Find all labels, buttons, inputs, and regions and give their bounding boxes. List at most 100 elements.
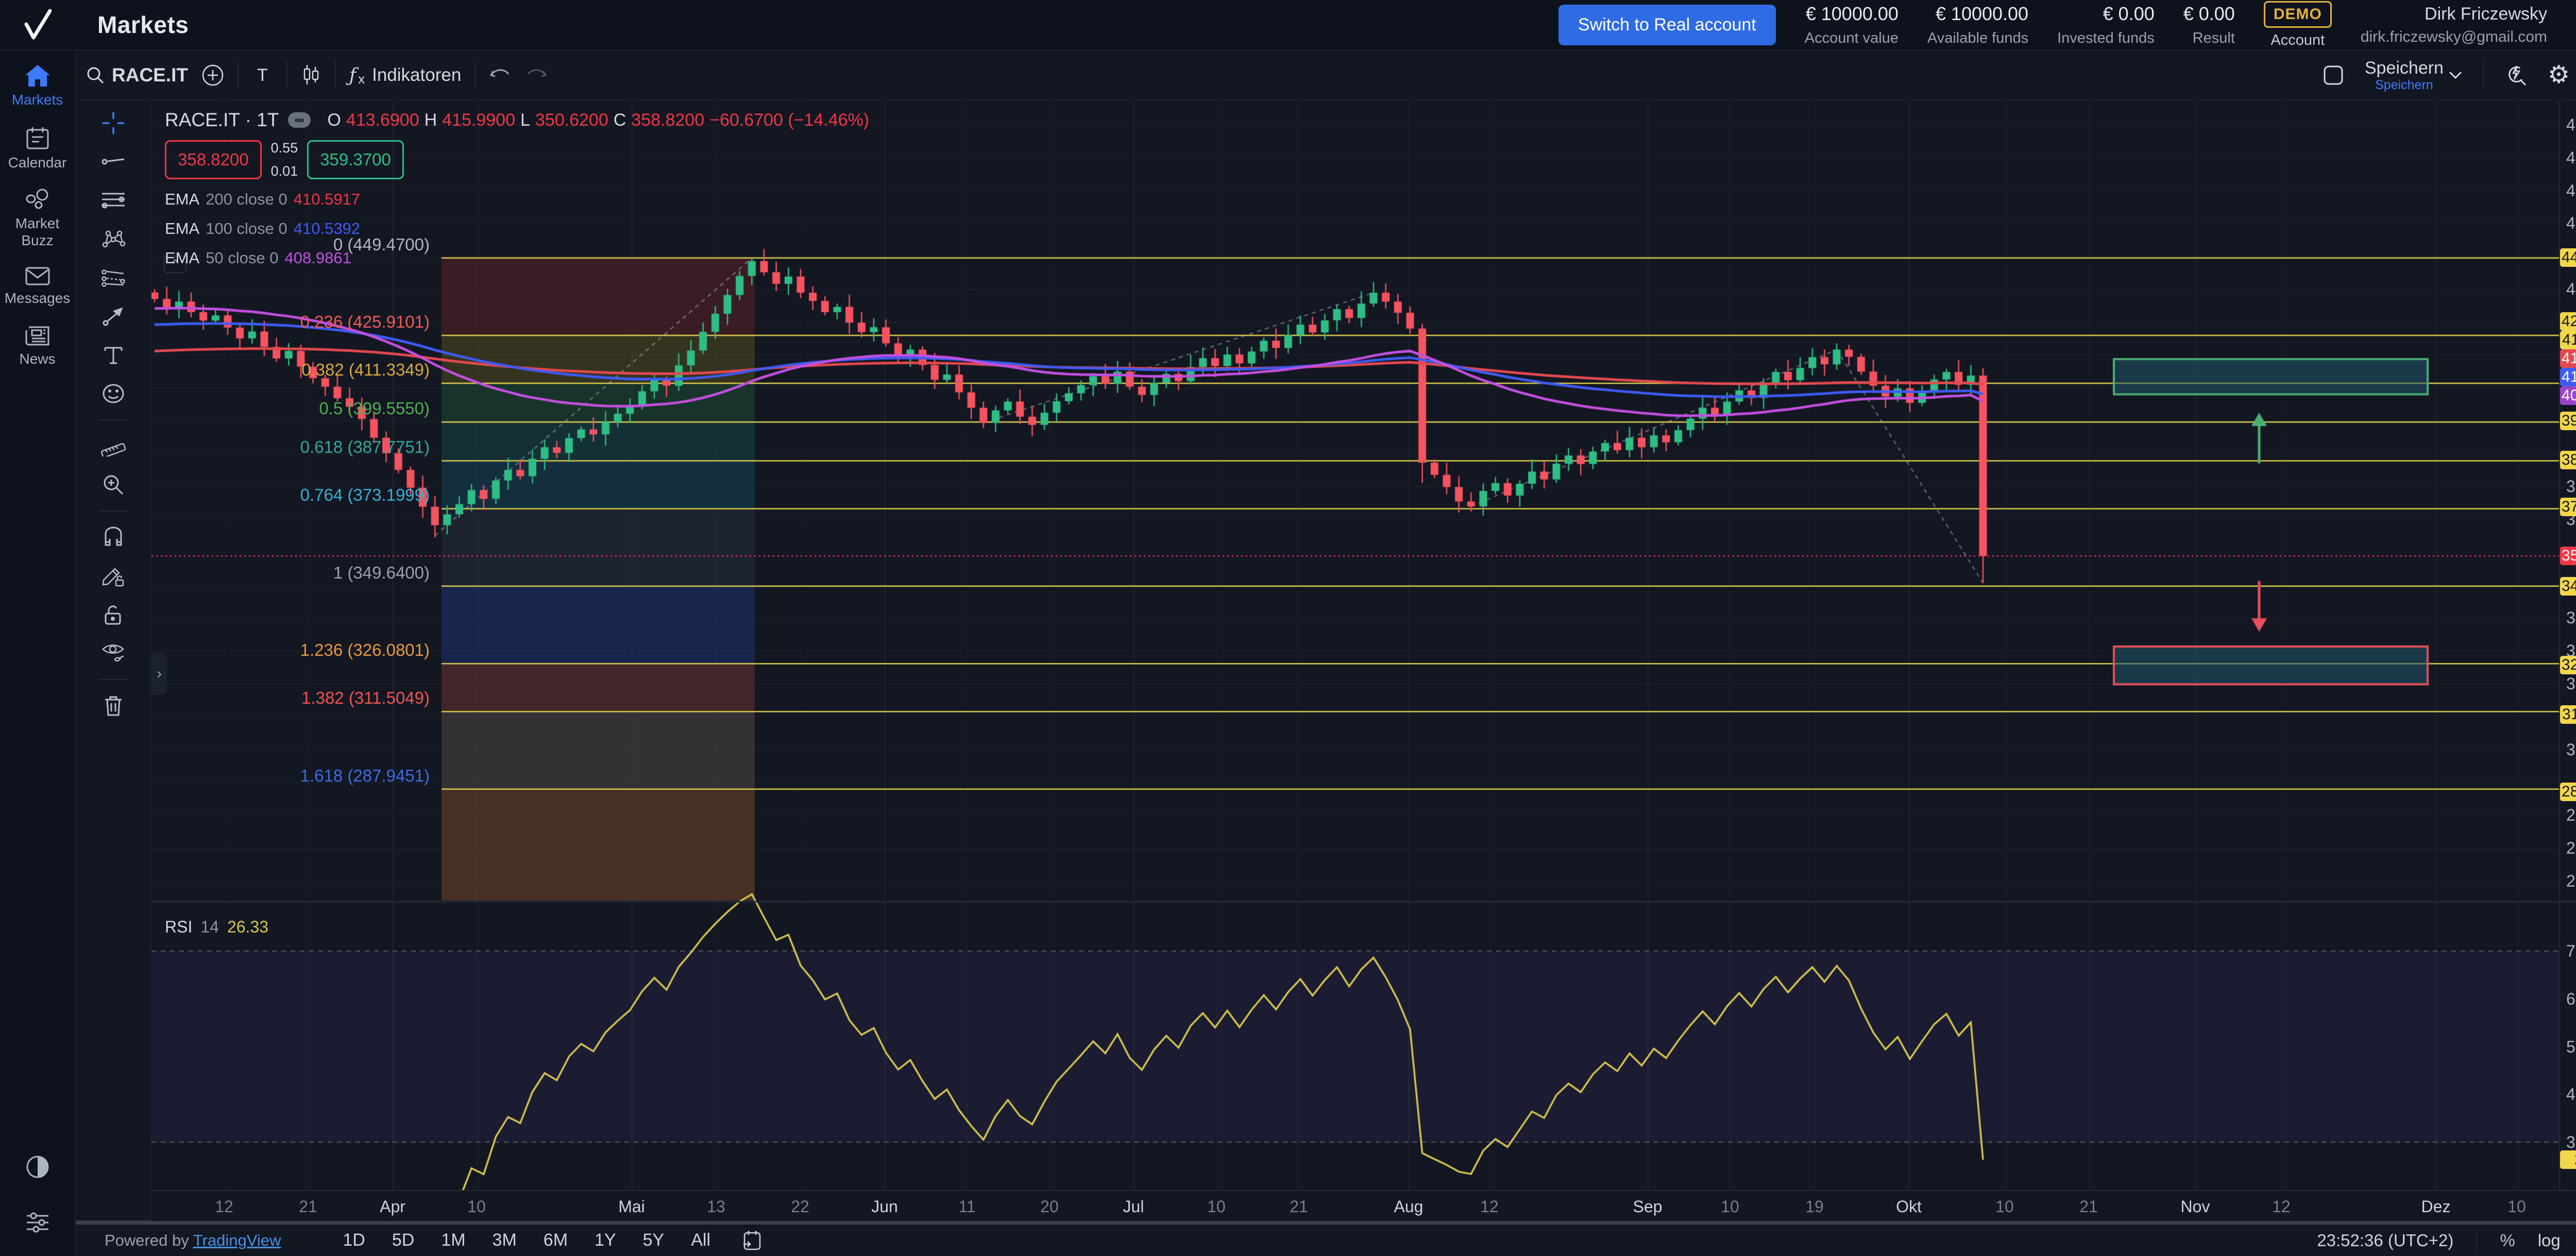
sidebar-item-news[interactable]: News xyxy=(0,324,75,367)
range-1m[interactable]: 1M xyxy=(441,1230,466,1250)
bid-price-button[interactable]: 358.8200 xyxy=(165,140,262,179)
redo-button[interactable] xyxy=(525,66,548,84)
price-label-badge: 410.5917 xyxy=(2560,349,2576,368)
magnet-mode-button[interactable] xyxy=(100,524,127,550)
save-sublabel: Speichern xyxy=(2375,77,2433,92)
toolbar-divider xyxy=(334,61,336,89)
crosshair-tool-button[interactable] xyxy=(100,110,127,136)
range-1y[interactable]: 1Y xyxy=(595,1230,616,1250)
undo-icon xyxy=(490,69,510,77)
sidebar-item-messages[interactable]: Messages xyxy=(0,266,75,307)
ema-200-legend[interactable]: EMA 200 close 0 410.5917 xyxy=(165,190,361,208)
fib-level-label: 0.5 (399.5550) xyxy=(319,399,430,418)
clock-time[interactable]: 23:52:36 (UTC+2) xyxy=(2317,1230,2454,1250)
ema-50-legend[interactable]: EMA 50 close 0 408.9861 xyxy=(165,249,351,267)
projection-tool-button[interactable] xyxy=(100,265,127,291)
rsi-legend[interactable]: RSI 14 26.33 xyxy=(165,918,269,936)
rsi-value-badge: 26.33 xyxy=(2560,1150,2576,1169)
range-1d[interactable]: 1D xyxy=(343,1230,365,1250)
drawing-panel-handle[interactable]: › xyxy=(151,653,167,694)
chart-scroll-strip[interactable] xyxy=(76,1220,2576,1225)
powered-by: Powered by TradingView xyxy=(105,1231,281,1249)
sidebar-item-market-buzz[interactable]: Market Buzz xyxy=(9,189,66,248)
spread-values: 0.55 0.01 xyxy=(270,140,298,179)
fib-retracement-tool-button[interactable] xyxy=(100,188,127,213)
legend-ohlc: O 413.6900 H 415.9900 L 350.6200 C 358.8200 … xyxy=(327,110,870,130)
log-scale-button[interactable]: log xyxy=(2537,1230,2561,1250)
sidebar-bottom xyxy=(26,1155,49,1256)
price-chart-canvas[interactable] xyxy=(151,101,2576,1190)
fib-level-label: 0.236 (425.9101) xyxy=(300,312,430,332)
price-axis[interactable]: 490.0000 480.0000 470.0000 460.0000 440.0000… xyxy=(2559,101,2576,1190)
fib-level-label: 0 (449.4700) xyxy=(333,234,430,254)
available-funds-label: Available funds xyxy=(1927,29,2029,46)
sidebar-item-label: Calendar xyxy=(8,155,67,171)
sidebar-item-label: Markets xyxy=(11,92,63,108)
range-all[interactable]: All xyxy=(691,1230,710,1250)
hide-drawings-button[interactable] xyxy=(100,640,127,666)
range-5d[interactable]: 5D xyxy=(392,1230,415,1250)
sidebar-item-markets[interactable]: Markets xyxy=(0,64,75,108)
compare-symbol-button[interactable] xyxy=(201,64,224,87)
layout-panel-button[interactable] xyxy=(2323,64,2344,86)
measure-tool-button[interactable] xyxy=(100,433,127,459)
chart-type-button[interactable] xyxy=(301,64,321,87)
rsi-tick: 70.00 xyxy=(2566,942,2576,960)
crosshair-icon xyxy=(102,112,124,134)
user-name: Dirk Friczewsky xyxy=(2425,4,2547,24)
ask-price-button[interactable]: 359.3700 xyxy=(307,140,404,179)
price-label-badge: 411.3349 xyxy=(2560,331,2576,349)
price-label-badge: 358.8200 xyxy=(2560,547,2576,565)
page-title: Markets xyxy=(97,11,189,38)
candlestick-icon xyxy=(303,65,319,84)
pencil-lock-icon xyxy=(102,568,124,587)
ruler-icon xyxy=(100,443,126,456)
preferences-button[interactable] xyxy=(26,1212,49,1233)
percent-scale-button[interactable]: % xyxy=(2500,1230,2515,1250)
quick-search-button[interactable] xyxy=(2504,64,2527,87)
sidebar-item-calendar[interactable]: Calendar xyxy=(0,126,75,171)
ema-100-legend[interactable]: EMA 100 close 0 410.5392 xyxy=(165,219,361,237)
eye-brush-icon xyxy=(101,644,124,662)
price-tick: 340.0000 xyxy=(2566,608,2576,627)
emoji-tool-button[interactable] xyxy=(100,381,127,406)
app-logo[interactable] xyxy=(0,9,76,41)
price-tick: 300.0000 xyxy=(2566,740,2576,759)
tradingview-link[interactable]: TradingView xyxy=(193,1231,281,1249)
legend-change: −60.6700 (−14.46%) xyxy=(709,110,870,130)
range-5y[interactable]: 5Y xyxy=(642,1230,665,1250)
time-axis-label: Jun xyxy=(871,1197,898,1216)
visibility-toggle-icon[interactable] xyxy=(288,112,311,128)
pane-collapse-button[interactable]: ⌃ xyxy=(164,256,187,273)
drawing-mode-button[interactable] xyxy=(100,563,127,589)
switch-to-real-account-button[interactable]: Switch to Real account xyxy=(1558,4,1776,45)
text-tool-button[interactable] xyxy=(100,342,127,368)
symbol-search-button[interactable]: RACE.IT xyxy=(86,64,188,86)
lock-drawings-button[interactable] xyxy=(100,602,127,627)
pattern-tool-button[interactable] xyxy=(100,226,127,252)
interval-button[interactable]: T xyxy=(257,65,268,85)
time-axis[interactable]: 12 21 Apr 10 Mai 13 22 Jun 11 20 Jul 10 21 Aug 12 Sep 10… xyxy=(151,1190,2576,1221)
trend-line-tool-button[interactable] xyxy=(100,149,127,175)
legend-symbol[interactable]: RACE.IT · 1T xyxy=(165,109,279,130)
remove-drawings-button[interactable] xyxy=(100,693,127,719)
save-layout-button[interactable]: Speichern Speichern xyxy=(2365,59,2462,92)
search-icon xyxy=(87,67,104,84)
zoom-in-tool-button[interactable] xyxy=(100,472,127,498)
sidebar-item-label: Market Buzz xyxy=(15,215,60,248)
chart-canvas-area[interactable]: RACE.IT · 1T O 413.6900 H 415.9900 L 350.62… xyxy=(151,101,2576,1221)
undo-button[interactable] xyxy=(489,66,512,84)
magnet-icon xyxy=(105,527,122,546)
goto-date-button[interactable] xyxy=(741,1230,763,1251)
theme-toggle-button[interactable] xyxy=(26,1155,49,1179)
nav-sidebar: Markets Calendar Market Buzz Messages Ne… xyxy=(0,50,76,1256)
range-6m[interactable]: 6M xyxy=(543,1230,568,1250)
price-tick: 480.0000 xyxy=(2566,148,2576,167)
range-3m[interactable]: 3M xyxy=(492,1230,517,1250)
fib-lines-icon xyxy=(101,193,125,209)
arrow-tool-button[interactable] xyxy=(100,303,127,329)
fib-level-label: 1.618 (287.9451) xyxy=(300,766,430,785)
settings-button[interactable]: ⚙ xyxy=(2548,63,2570,88)
